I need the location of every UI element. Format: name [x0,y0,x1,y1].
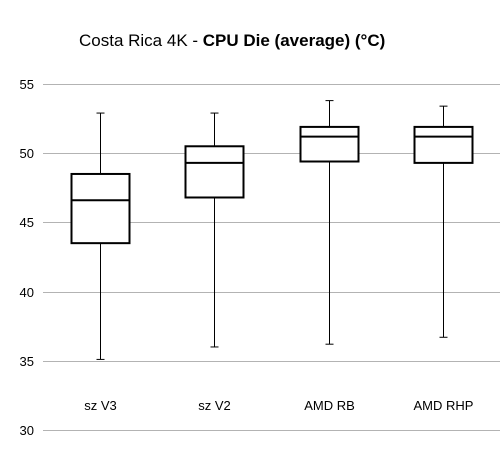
x-category-label: sz V2 [198,398,231,413]
box-amd-rb [299,100,360,345]
y-tick-label-50: 50 [20,146,34,161]
x-axis: sz V3 sz V2 AMD RB AMD RHP [84,398,473,413]
box-plots [70,100,474,360]
x-category-label: AMD RB [304,398,355,413]
y-tick-label-35: 35 [20,354,34,369]
chart-title-prefix: Costa Rica 4K - [79,31,203,50]
y-tick-label-55: 55 [20,77,34,92]
y-tick-label-30: 30 [20,423,34,438]
iqr-box [70,172,131,245]
box-amd-rhp [413,105,474,338]
x-category-label: AMD RHP [414,398,474,413]
chart-title-bold: CPU Die (average) (°C) [203,31,386,50]
y-axis: 30 35 40 45 50 55 [20,77,34,438]
iqr-box [299,125,360,163]
y-tick-label-40: 40 [20,285,34,300]
x-category-label: sz V3 [84,398,117,413]
chart-title: Costa Rica 4K - CPU Die (average) (°C) [79,31,385,50]
y-tick-label-45: 45 [20,215,34,230]
iqr-box [184,145,245,199]
iqr-box [413,125,474,164]
box-sz-v2 [184,112,245,348]
box-sz-v3 [70,112,131,360]
